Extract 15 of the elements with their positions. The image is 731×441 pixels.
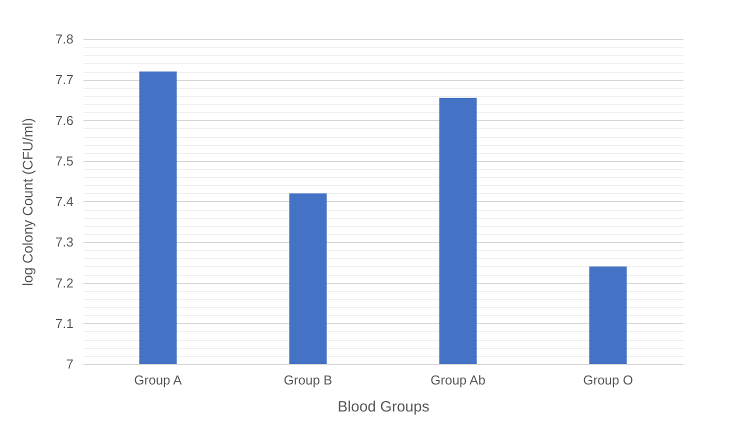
x-tick-label: Group Ab xyxy=(430,372,486,388)
y-tick-label: 7.2 xyxy=(55,275,74,290)
y-tick-label: 7.6 xyxy=(55,112,74,128)
y-tick-label: 7.8 xyxy=(55,32,74,46)
y-tick-label: 7.4 xyxy=(55,194,74,209)
x-tick-label: Group A xyxy=(134,372,182,388)
x-tick-label: Group O xyxy=(583,372,633,388)
x-axis-title: Blood Groups xyxy=(338,398,430,416)
y-axis-title: log Colony Count (CFU/ml) xyxy=(19,118,36,286)
text: 7 xyxy=(66,356,74,372)
x-tick-label: Group B xyxy=(284,372,332,388)
y-tick-label: 7.5 xyxy=(55,153,74,168)
y-tick-label: 7.3 xyxy=(55,234,74,250)
y-tick-label: 7.7 xyxy=(55,72,74,88)
y-tick-label: 7.1 xyxy=(55,316,74,331)
